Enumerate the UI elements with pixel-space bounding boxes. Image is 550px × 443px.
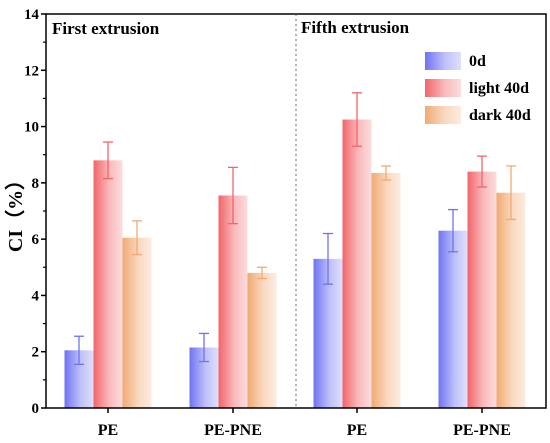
y-tick-label-3: 6 <box>32 232 40 248</box>
bar-dark-40d-1 <box>247 272 277 408</box>
legend-label-2: dark 40d <box>469 107 531 124</box>
category-label-2: PE <box>347 422 367 439</box>
y-tick-label-7: 14 <box>24 7 40 23</box>
category-label-1: PE-PNE <box>204 422 262 439</box>
bar-0d-3 <box>438 230 468 408</box>
bar-dark-40d-0 <box>122 237 152 408</box>
panel-label-fifth: Fifth extrusion <box>301 18 410 37</box>
y-tick-label-6: 12 <box>24 63 39 79</box>
axes-layer <box>41 13 547 413</box>
y-tick-label-5: 10 <box>24 120 39 136</box>
panel-label-first: First extrusion <box>52 19 160 38</box>
y-tick-label-4: 8 <box>32 176 40 192</box>
labels-layer: PE PE-PNE PE PE-PNE 0 2 4 6 8 10 12 14 CI（%） First ex… <box>4 7 511 439</box>
bar-light-40d-3 <box>467 171 497 408</box>
bars-layer <box>64 119 526 409</box>
y-tick-label-1: 2 <box>32 345 40 361</box>
error-bars-layer <box>74 92 516 366</box>
category-label-3: PE-PNE <box>453 422 511 439</box>
legend-label-0: 0d <box>469 53 486 70</box>
bar-light-40d-2 <box>342 119 372 409</box>
y-tick-label-2: 4 <box>32 288 40 304</box>
bar-dark-40d-2 <box>371 173 401 408</box>
bar-light-40d-0 <box>93 160 123 408</box>
y-axis-label: CI（%） <box>4 170 27 252</box>
bar-dark-40d-3 <box>496 192 526 408</box>
category-label-0: PE <box>98 422 118 439</box>
legend-label-1: light 40d <box>469 80 529 97</box>
legend-swatch-2 <box>425 106 461 124</box>
legend-swatch-0 <box>425 52 461 70</box>
legend: 0d light 40d dark 40d <box>425 52 531 124</box>
y-tick-label-0: 0 <box>32 401 40 417</box>
bar-light-40d-1 <box>218 195 248 408</box>
legend-swatch-1 <box>425 79 461 97</box>
